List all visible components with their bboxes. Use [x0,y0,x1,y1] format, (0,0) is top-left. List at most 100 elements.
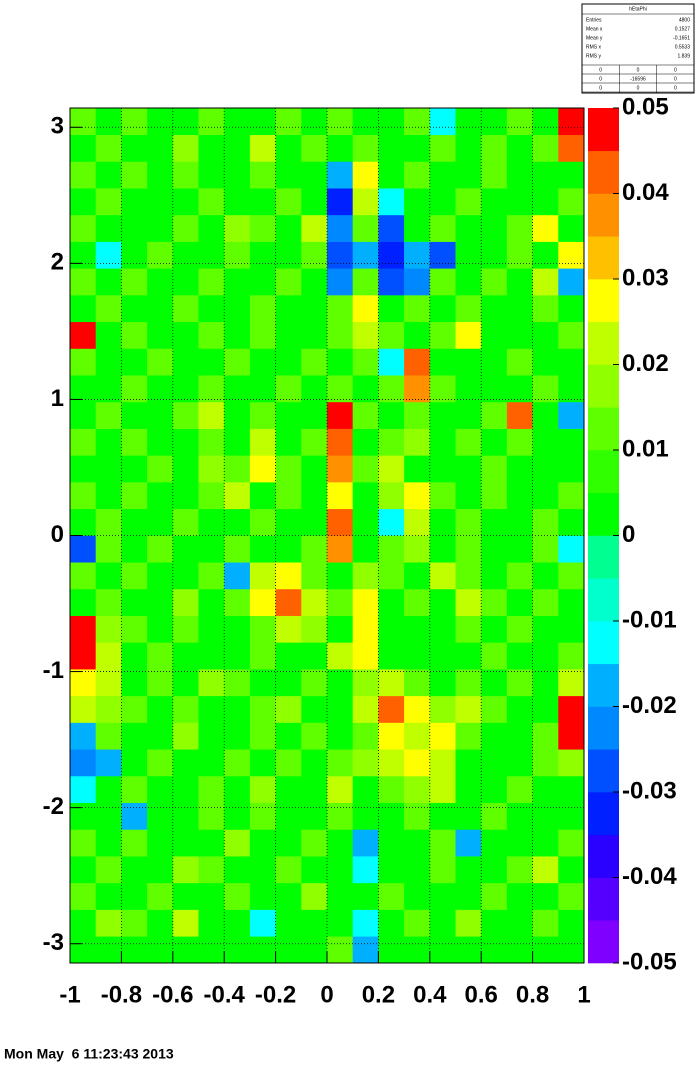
heat-cell [95,775,122,803]
heat-cell [378,722,405,750]
heat-cell [532,802,559,830]
heat-cell [327,856,353,884]
heat-cell [121,909,148,937]
heat-cell [378,936,405,964]
heat-cell [147,108,174,136]
heat-cell [455,615,482,643]
heat-cell [352,161,379,189]
heat-cell [301,455,328,483]
heat-cell [275,909,302,937]
heat-cell [532,268,559,296]
heat-cell [352,588,379,616]
heat-cell [198,295,225,323]
heat-cell [172,615,199,643]
heat-cell [327,482,353,510]
heat-cell [249,856,276,884]
palette-band [588,920,619,964]
heat-cell [147,161,174,189]
z-tick-label: -0.01 [622,606,677,633]
heat-cell [378,749,405,777]
heat-cell [301,802,328,830]
heat-cell [224,642,251,670]
heat-cell [506,214,533,242]
heat-cell [95,401,122,429]
heat-cell [121,856,148,884]
heat-cell [172,134,199,162]
heat-cell [506,482,533,510]
heat-cell [429,268,456,296]
heat-cell [455,642,482,670]
heat-cell [249,321,276,349]
heat-cell [121,562,148,590]
heat-cell [532,749,559,777]
heat-cell [224,455,251,483]
heat-cell [301,856,328,884]
heat-cell [558,749,585,777]
heat-cell [147,241,174,269]
heat-cell [70,562,96,590]
heat-cell [198,722,225,750]
heat-cell [147,508,174,536]
heat-cell [327,802,353,830]
stats-grid-cell: 0 [674,67,677,73]
heat-cell [352,562,379,590]
heat-cell [506,508,533,536]
heat-cell [558,161,585,189]
heat-cell [481,909,508,937]
stats-grid-cell: -16596 [630,76,646,82]
heat-cell [172,455,199,483]
heat-cell [532,348,559,376]
heat-cell [224,882,251,910]
heat-cell [352,882,379,910]
heat-cell [301,562,328,590]
heat-cell [172,802,199,830]
heat-cell [429,535,456,563]
heat-cell [95,108,122,136]
heat-cell [95,588,122,616]
heat-cell [532,722,559,750]
heat-cell [429,295,456,323]
heat-cell [378,615,405,643]
date-stamp: Mon May 6 11:23:43 2013 [4,1046,174,1062]
heat-cell [198,321,225,349]
plot-frame [69,107,585,964]
heat-cell [378,909,405,937]
palette-band [588,792,619,836]
heat-cell [70,241,96,269]
heat-cell [558,615,585,643]
heat-cell [506,722,533,750]
heat-cell [404,588,431,616]
heat-cell [378,455,405,483]
heat-cell [95,882,122,910]
heat-cell [224,348,251,376]
x-tick-label: -0.6 [152,981,193,1008]
heat-cell [198,802,225,830]
heat-cell [455,749,482,777]
heat-cell [506,455,533,483]
heat-cell [249,188,276,216]
heat-cell [70,669,96,697]
heat-cell [404,214,431,242]
heat-cell [249,161,276,189]
stats-key: Entries [586,17,602,23]
heat-cell [301,829,328,857]
heat-cell [352,455,379,483]
heat-cell [70,321,96,349]
stats-grid-cell: 0 [674,85,677,91]
heat-cell [481,508,508,536]
heat-cell [172,108,199,136]
heat-cell [352,134,379,162]
heat-cell [301,108,328,136]
heat-cell [352,669,379,697]
heat-cell [481,455,508,483]
heat-cell [352,482,379,510]
heat-cell [249,775,276,803]
heat-cell [70,508,96,536]
heat-cell [327,615,353,643]
heat-cell [224,268,251,296]
stats-grid-cell: 0 [599,85,602,91]
heat-cell [506,321,533,349]
heat-cell [275,134,302,162]
heat-cell [147,482,174,510]
heat-cell [352,936,379,964]
